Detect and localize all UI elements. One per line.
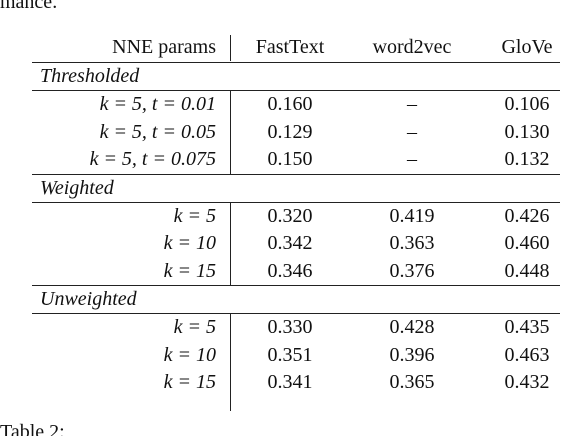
- cell: 0.428: [389, 316, 435, 338]
- cell: 0.432: [504, 371, 550, 393]
- section-rule: [32, 313, 560, 314]
- cell: –: [407, 120, 417, 143]
- cell: 0.150: [267, 148, 313, 170]
- cell: 0.419: [389, 204, 435, 227]
- row-label: k = 10: [163, 343, 216, 366]
- section-rule: [32, 285, 560, 286]
- cell: 0.330: [267, 316, 313, 338]
- section-rule: [32, 90, 560, 91]
- cell: 0.320: [267, 204, 313, 227]
- cell: 0.160: [267, 93, 313, 115]
- cell: 0.346: [267, 259, 313, 282]
- section-rule: [32, 173, 560, 175]
- column-header: word2vec: [372, 36, 452, 58]
- row-label: k = 5: [173, 316, 216, 338]
- cell: 0.132: [504, 148, 550, 170]
- column-header: GloVe: [501, 36, 553, 58]
- cell: –: [407, 148, 417, 170]
- cell: –: [407, 93, 417, 115]
- preceding-text: mance.: [0, 0, 58, 13]
- column-rule: [230, 201, 231, 285]
- cell: 0.396: [389, 343, 435, 366]
- cell: 0.448: [504, 259, 550, 282]
- cell: 0.363: [389, 232, 435, 254]
- row-label: k = 5, t = 0.05: [99, 120, 216, 143]
- section-label: Thresholded: [40, 65, 140, 87]
- header-rule: [32, 62, 560, 63]
- section-label: Unweighted: [40, 288, 137, 310]
- cell: 0.460: [504, 232, 550, 254]
- column-header: NNE params: [112, 36, 216, 58]
- section-rule: [32, 201, 560, 203]
- cell: 0.106: [504, 93, 550, 115]
- row-label: k = 5: [173, 204, 216, 227]
- cell: 0.463: [504, 343, 550, 366]
- column-rule: [230, 90, 231, 174]
- row-label: k = 15: [163, 259, 216, 282]
- cell: 0.129: [267, 120, 313, 143]
- cell: 0.341: [267, 371, 313, 393]
- cell: 0.365: [389, 371, 435, 393]
- cell: 0.130: [504, 120, 550, 143]
- row-label: k = 5, t = 0.01: [99, 93, 216, 115]
- cell: 0.376: [389, 259, 435, 282]
- caption: Table 2:: [0, 421, 65, 436]
- column-rule: [230, 313, 231, 411]
- row-label: k = 5, t = 0.075: [89, 148, 216, 170]
- cell: 0.342: [267, 232, 313, 254]
- cell: 0.435: [504, 316, 550, 338]
- row-label: k = 15: [163, 371, 216, 393]
- cell: 0.426: [504, 204, 550, 227]
- column-header: FastText: [255, 36, 325, 58]
- column-rule: [230, 35, 231, 61]
- section-label: Weighted: [40, 176, 114, 199]
- row-label: k = 10: [163, 232, 216, 254]
- cell: 0.351: [267, 343, 313, 366]
